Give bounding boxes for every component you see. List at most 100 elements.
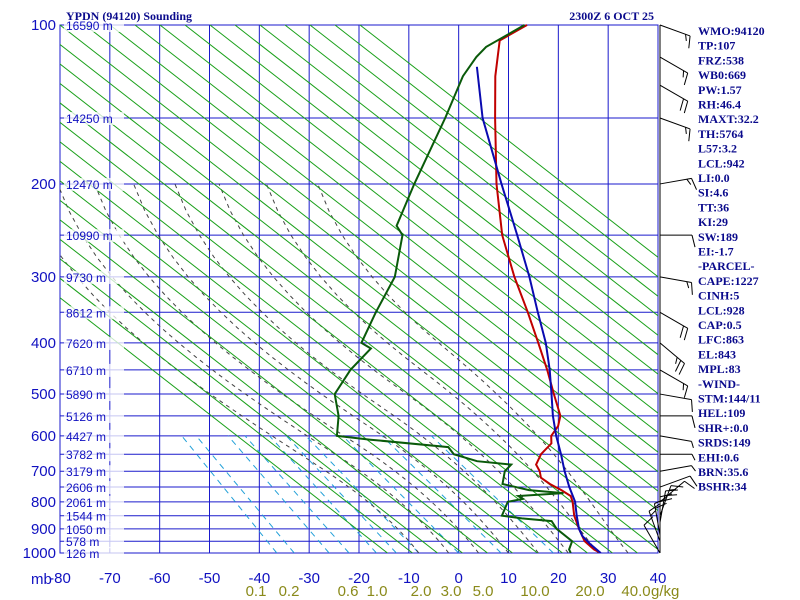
wind-barb	[659, 393, 693, 412]
height-label: 14250 m	[66, 112, 113, 126]
dry-adiabat-line	[159, 24, 658, 414]
stability-index: LI:0.0	[698, 171, 730, 185]
stability-index: WMO:94120	[698, 24, 765, 38]
dry-adiabat-line	[60, 43, 658, 512]
mixing-ratio-line	[181, 435, 278, 553]
stability-index: PW:1.57	[698, 83, 742, 97]
mixing-ratio-tick-label: 1.0	[367, 583, 388, 600]
pressure-tick-label: 600	[31, 428, 56, 445]
dry-adiabat-line	[60, 297, 389, 553]
wind-barbs	[643, 24, 698, 554]
stability-index: BSHR:34	[698, 480, 747, 494]
chart-time: 2300Z 6 OCT 25	[569, 9, 654, 23]
temperature-tick-label: 20	[550, 570, 567, 587]
height-label: 2606 m	[66, 481, 106, 495]
stability-index: MAXT:32.2	[698, 112, 759, 126]
wind-barb	[659, 311, 689, 341]
mixing-ratio-tick-label: 0.1	[246, 583, 267, 600]
pressure-temperature-grid	[59, 24, 659, 554]
stability-index: EI:-1.7	[698, 245, 734, 259]
wind-barb	[660, 234, 696, 248]
dry-adiabat-line	[60, 160, 564, 553]
temperature-tick-label: 30	[600, 570, 617, 587]
wind-barb	[659, 435, 694, 448]
stability-index: -PARCEL-	[698, 259, 754, 273]
pressure-labels: 100 200 300 400 500 600 700 800 900 1000	[23, 17, 56, 562]
temperature-tick-label: -30	[298, 570, 320, 587]
dry-adiabat-line	[84, 24, 658, 473]
height-label: 10990 m	[66, 229, 113, 243]
temperature-tick-label: -10	[398, 570, 420, 587]
moist-adiabat-line	[60, 253, 420, 553]
dry-adiabat-line	[334, 24, 658, 278]
wind-barb	[648, 503, 661, 542]
height-label: 7620 m	[66, 337, 106, 351]
mixing-ratio-tick-label: 5.0	[473, 583, 494, 600]
temperature-tick-label: -50	[199, 570, 221, 587]
temperature-tick-label: 0	[454, 570, 462, 587]
dry-adiabats	[60, 24, 658, 553]
wind-barb	[660, 415, 696, 429]
pressure-tick-label: 700	[31, 463, 56, 480]
dry-adiabat-line	[309, 24, 658, 297]
moist-adiabat-line	[133, 183, 509, 553]
dry-adiabat-line	[60, 121, 614, 553]
wind-barb	[659, 24, 691, 49]
dry-adiabat-line	[184, 24, 658, 395]
mixing-ratio-line	[286, 435, 397, 553]
mixing-ratio-tick-label: 20.0	[575, 583, 604, 600]
stability-index: SW:189	[698, 230, 738, 244]
height-label: 16590 m	[66, 19, 113, 33]
stability-index: LCL:928	[698, 303, 745, 317]
stability-index: TP:107	[698, 39, 735, 53]
height-label: 12470 m	[66, 178, 113, 192]
wind-barb	[659, 276, 693, 295]
stability-index: L57:3.2	[698, 142, 737, 156]
wind-barb	[659, 480, 695, 503]
temperature-profile	[494, 24, 602, 553]
pressure-tick-label: 400	[31, 335, 56, 352]
stability-index: LFC:863	[698, 333, 744, 347]
wind-barb	[659, 342, 685, 375]
mixing-ratio-tick-label: 10.0	[520, 583, 549, 600]
dry-adiabat-line	[60, 180, 539, 553]
wind-barb	[659, 84, 689, 114]
stability-indices-panel: WMO:94120TP:107FRZ:538WB0:669PW:1.57RH:4…	[698, 24, 765, 494]
pressure-tick-label: 200	[31, 176, 56, 193]
dry-adiabat-line	[259, 24, 658, 336]
wind-barb	[659, 369, 689, 398]
mixing-ratio-labels: 0.1 0.2 0.6 1.0 2.0 3.0 5.0 10.0 20.0 40.0	[246, 583, 651, 600]
wind-barb	[659, 117, 691, 142]
temperature-tick-label: -70	[99, 570, 121, 587]
dry-adiabat-line	[234, 24, 658, 356]
stability-index: SI:4.6	[698, 186, 728, 200]
chart-title: YPDN (94120) Sounding	[66, 9, 192, 23]
stability-index: TH:5764	[698, 127, 743, 141]
stability-index: EL:843	[698, 347, 736, 361]
mixing-ratio-tick-label: 2.0	[411, 583, 432, 600]
height-label: 4427 m	[66, 430, 106, 444]
pressure-tick-label: 500	[31, 386, 56, 403]
height-label: 578 m	[66, 535, 99, 549]
wind-barb	[659, 56, 689, 86]
pressure-unit-label: mb	[31, 571, 52, 588]
dry-adiabat-line	[60, 258, 439, 553]
mixing-ratio-unit: g/kg	[651, 583, 679, 600]
dry-adiabat-line	[359, 24, 658, 258]
height-label: 5890 m	[66, 388, 106, 402]
plot-frame	[59, 24, 659, 554]
stability-index: TT:36	[698, 200, 729, 214]
height-label: 3782 m	[66, 448, 106, 462]
temperature-tick-label: -60	[149, 570, 171, 587]
temperature-tick-label: 40	[650, 570, 667, 587]
dry-adiabat-line	[60, 219, 489, 553]
dry-adiabat-line	[134, 24, 658, 434]
dry-adiabat-line	[209, 24, 658, 375]
height-label: 126 m	[66, 547, 99, 561]
stability-index: CAPE:1227	[698, 274, 759, 288]
pressure-tick-label: 1000	[23, 545, 56, 562]
height-label: 3179 m	[66, 465, 106, 479]
temperature-tick-label: -40	[248, 570, 270, 587]
stability-index: SHR+:0.0	[698, 421, 749, 435]
